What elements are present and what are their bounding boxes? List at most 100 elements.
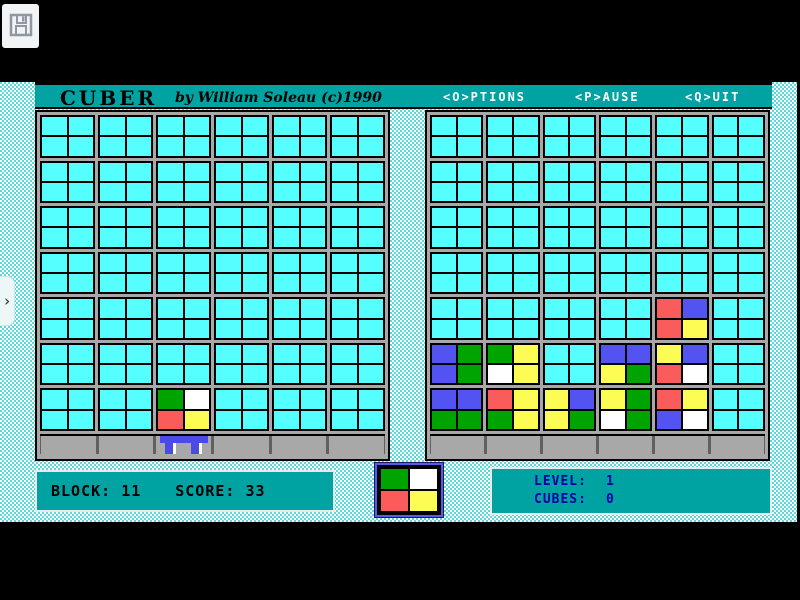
grid-cell [432, 253, 456, 272]
grid-cell [274, 182, 299, 202]
grid-block [430, 115, 484, 158]
grid-cell [100, 410, 125, 429]
grid-cell [300, 273, 325, 293]
grid-cell [184, 273, 209, 293]
grid-cell [626, 228, 651, 247]
grid-cell [432, 182, 456, 202]
grid-block [655, 251, 709, 295]
grid-cell [513, 365, 538, 384]
grid-cell [332, 228, 357, 247]
grid-cell [600, 273, 625, 293]
grid-cell [42, 117, 67, 136]
grid-cell [544, 365, 569, 384]
grid-cell [682, 344, 707, 364]
grid-cell [332, 319, 357, 338]
grid-block [486, 342, 540, 386]
menu-quit[interactable]: <Q>UIT [685, 90, 741, 104]
grid-cell [126, 390, 151, 409]
grid-cell [626, 162, 651, 181]
grid-cell [513, 253, 538, 272]
grid-cell [42, 182, 67, 202]
grid-cell [739, 410, 763, 429]
grid-cell [358, 390, 383, 409]
grid-cell [100, 344, 125, 364]
grid-cell [457, 182, 482, 202]
grid-cell [184, 390, 209, 409]
grid-block [430, 251, 484, 295]
grid-block [330, 388, 385, 431]
grid-cell [100, 117, 125, 136]
grid-block [711, 251, 765, 295]
grid-cell [457, 228, 482, 247]
grid-cell [158, 228, 183, 247]
grid-cell [184, 253, 209, 272]
grid-cell [626, 299, 651, 318]
grid-cell [332, 344, 357, 364]
grid-block [214, 297, 269, 340]
grid-block [330, 342, 385, 386]
info-panel: LEVEL: 1 CUBES: 0 [490, 467, 772, 515]
grid-cell [158, 390, 183, 409]
grid-cell [544, 137, 569, 156]
grid-cell [158, 253, 183, 272]
grid-cell [216, 182, 241, 202]
menu-pause[interactable]: <P>AUSE [575, 90, 640, 104]
drawer-handle[interactable]: › [0, 276, 15, 326]
grid-cell [682, 182, 707, 202]
save-button[interactable] [2, 4, 39, 48]
grid-block [486, 206, 540, 249]
grid-block [430, 342, 484, 386]
grid-cell [100, 299, 125, 318]
grid-cell [600, 137, 625, 156]
grid-cell [488, 299, 512, 318]
grid-cell [358, 117, 383, 136]
grid-cell [432, 299, 456, 318]
grid-cell [488, 390, 512, 409]
grid-block [542, 251, 596, 295]
grid-cell [274, 208, 299, 227]
grid-block [156, 297, 211, 340]
grid-cell [432, 410, 456, 429]
grid-cell [432, 365, 456, 384]
grid-cell [68, 365, 93, 384]
grid-cell [488, 117, 512, 136]
grid-cell [713, 162, 738, 181]
grid-cell [300, 344, 325, 364]
grid-cell [216, 117, 241, 136]
left-board-drop-strip [40, 434, 385, 454]
grid-block [711, 297, 765, 340]
menu-options[interactable]: <O>PTIONS [443, 90, 527, 104]
grid-cell [544, 182, 569, 202]
grid-cell [544, 410, 569, 429]
grid-cell [600, 182, 625, 202]
grid-cell [184, 319, 209, 338]
grid-block [542, 160, 596, 204]
grid-cell [739, 182, 763, 202]
grid-cell [739, 208, 763, 227]
grid-cell [216, 390, 241, 409]
grid-block [156, 388, 211, 431]
grid-cell [68, 182, 93, 202]
grid-cell [713, 273, 738, 293]
grid-cell [600, 117, 625, 136]
grid-block [486, 115, 540, 158]
grid-cell [242, 182, 267, 202]
grid-cell [358, 228, 383, 247]
grid-cell [216, 228, 241, 247]
grid-cell [657, 137, 681, 156]
grid-cell [68, 390, 93, 409]
grid-cell [100, 162, 125, 181]
grid-cell [713, 390, 738, 409]
grid-cell [682, 319, 707, 338]
grid-cell [600, 319, 625, 338]
grid-cell [274, 299, 299, 318]
grid-cell [358, 182, 383, 202]
grid-cell [713, 208, 738, 227]
grid-cell [739, 228, 763, 247]
grid-cell [657, 228, 681, 247]
grid-cell [739, 344, 763, 364]
grid-cell [42, 390, 67, 409]
grid-block [40, 160, 95, 204]
grid-cell [488, 208, 512, 227]
grid-block [598, 388, 653, 431]
